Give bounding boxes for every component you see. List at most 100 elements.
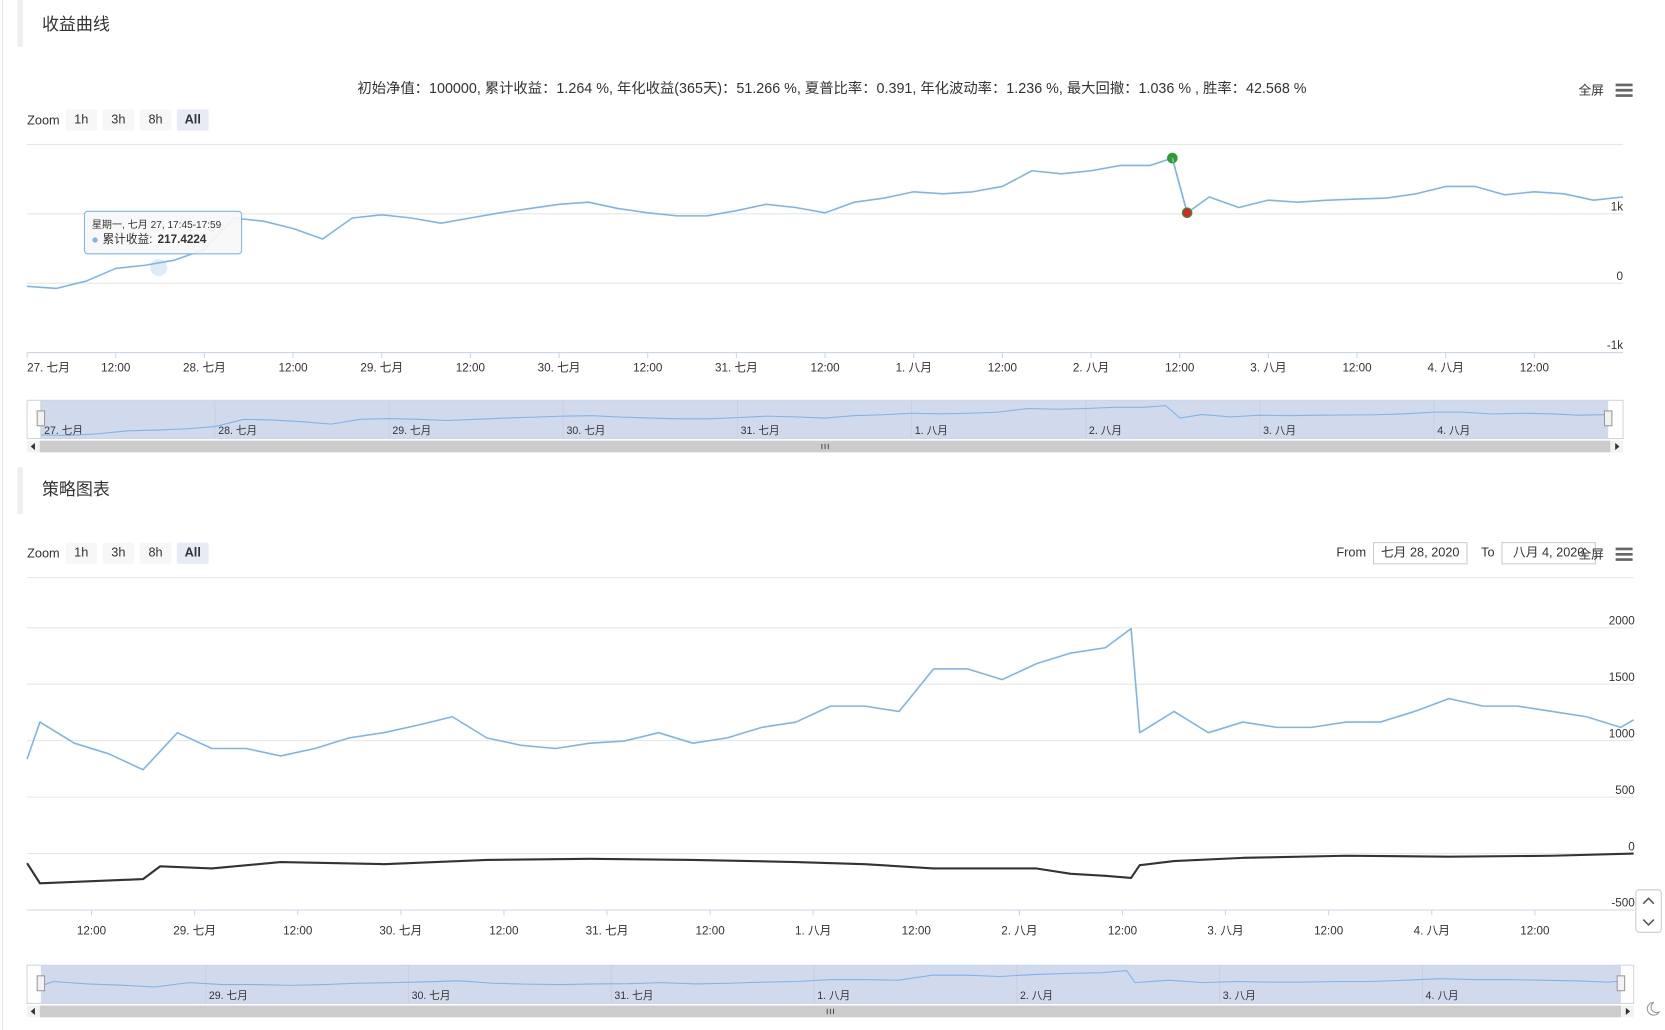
x-tick-label: 30. 七月 [379,924,422,937]
zoom-button[interactable] [176,109,209,131]
range-input[interactable] [1372,542,1468,565]
navigator-label: 27. 七月 [44,425,83,437]
y-tick-label: -1k [1607,339,1623,352]
x-tick-label: 12:00 [278,362,308,375]
x-tick-label: 12:00 [988,362,1018,375]
x-tick-label: 12:00 [456,362,486,375]
navigator-label: 29. 七月 [392,425,431,437]
navigator-label: 30. 七月 [412,990,451,1002]
x-tick-label: 12:00 [489,924,519,937]
navigator-handle[interactable] [1603,410,1613,427]
zoom-button-label[interactable]: 3h [111,111,125,126]
section-title: 收益曲线 [42,15,110,34]
zoom-button[interactable] [139,109,172,131]
navigator-handle[interactable] [1616,975,1626,992]
tooltip-dot [92,237,98,243]
theme-icon[interactable] [1646,1001,1661,1016]
x-tick-label: 12:00 [1108,924,1138,937]
zoom-button-label[interactable]: 8h [148,111,162,126]
x-tick-label: 12:00 [101,362,131,375]
range-label: From [1336,545,1366,560]
zoom-button-label[interactable]: 1h [74,111,88,126]
range-input[interactable] [1501,542,1596,565]
x-tick-label: 31. 七月 [715,362,758,375]
zoom-button-label[interactable]: 3h [111,545,125,560]
x-tick-label: 12:00 [1520,924,1550,937]
trade-marker [1181,207,1193,219]
navigator-label: 4. 八月 [1437,425,1470,437]
zoom-button[interactable] [102,109,135,131]
tooltip-header: 星期一, 七月 27, 17:45-17:59 [92,219,222,231]
x-tick-label: 12:00 [633,362,663,375]
navigator-line [40,405,1609,436]
navigator-handle[interactable] [36,410,46,427]
navigator-line [40,970,1621,988]
x-tick-label: 12:00 [1342,362,1372,375]
zoom-button-label[interactable]: All [185,111,201,126]
x-tick-label: 31. 七月 [586,924,629,937]
zoom-label: Zoom [27,546,60,561]
x-tick-label: 4. 八月 [1414,924,1450,937]
zoom-button-label[interactable]: All [185,545,201,560]
x-tick-label: 4. 八月 [1428,362,1464,375]
menu-button[interactable] [1615,547,1633,561]
zoom-button[interactable] [65,542,98,564]
navigator-label: 28. 七月 [218,425,257,437]
x-tick-label: 12:00 [77,924,107,937]
scrollbar-arrows[interactable] [30,1007,1631,1015]
x-tick-label: 1. 八月 [795,924,831,937]
zoom-button[interactable] [65,109,98,131]
navigator-mask [40,400,1609,439]
x-tick-label: 3. 八月 [1207,924,1243,937]
y-tick-label: 0 [1617,270,1624,283]
x-tick-label: 12:00 [283,924,313,937]
y-tick-label: 500 [1615,784,1635,797]
zoom-button-label[interactable]: 1h [74,545,88,560]
x-tick-label: 28. 七月 [183,362,226,375]
navigator-label: 31. 七月 [614,990,653,1002]
menu-button[interactable] [1615,83,1633,97]
x-tick-label: 12:00 [1520,362,1550,375]
x-tick-label: 3. 八月 [1250,362,1286,375]
x-tick-label: 29. 七月 [173,924,216,937]
fullscreen-button[interactable]: 全屏 [1578,547,1604,562]
fullscreen-button[interactable]: 全屏 [1578,83,1604,98]
navigator-label: 4. 八月 [1426,990,1459,1002]
series-line [26,627,1635,771]
x-tick-label: 12:00 [695,924,725,937]
navigator-mask [40,965,1621,1004]
y-tick-label: 2000 [1609,614,1635,627]
navigator-label: 30. 七月 [567,425,606,437]
x-tick-label: 27. 七月 [27,362,70,375]
scrollbar-arrows[interactable] [30,442,1620,451]
x-tick-label: 12:00 [1314,924,1344,937]
navigator-label: 29. 七月 [209,990,248,1002]
navigator-outline [26,399,1624,440]
y-tick-label: 1k [1611,200,1623,213]
x-tick-label: 12:00 [1165,362,1195,375]
x-tick-label: 29. 七月 [360,362,403,375]
y-tick-label: 1000 [1609,727,1635,740]
title-bar [17,0,23,47]
x-tick-label: 1. 八月 [896,362,932,375]
range-input-text[interactable]: 八月 4, 2020 [1513,545,1585,560]
scroll-buttons[interactable] [1635,889,1662,933]
title-bar [17,467,23,514]
navigator-handle[interactable] [36,975,46,992]
zoom-button[interactable] [139,542,172,564]
section-title: 策略图表 [42,480,110,499]
navigator-label: 31. 七月 [741,425,780,437]
zoom-button[interactable] [176,542,209,564]
zoom-button-label[interactable]: 8h [148,545,162,560]
range-input-text[interactable]: 七月 28, 2020 [1381,545,1460,560]
navigator-label: 2. 八月 [1089,425,1122,437]
navigator-label: 2. 八月 [1020,990,1053,1002]
x-tick-label: 12:00 [810,362,840,375]
y-tick-label: 0 [1628,840,1635,853]
tooltip-box [83,210,243,255]
x-tick-label: 30. 七月 [538,362,581,375]
marker-link [1171,157,1188,213]
zoom-button[interactable] [102,542,135,564]
